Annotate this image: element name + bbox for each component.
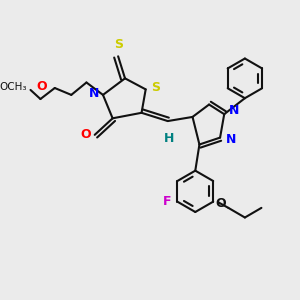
Text: O: O [81,128,92,141]
Text: S: S [114,38,123,51]
Text: N: N [88,87,99,100]
Text: S: S [151,81,160,94]
Text: N: N [226,133,236,146]
Text: H: H [164,132,174,145]
Text: O: O [216,196,226,209]
Text: OCH₃: OCH₃ [0,82,27,92]
Text: N: N [229,104,240,117]
Text: O: O [36,80,46,93]
Text: F: F [163,195,171,208]
